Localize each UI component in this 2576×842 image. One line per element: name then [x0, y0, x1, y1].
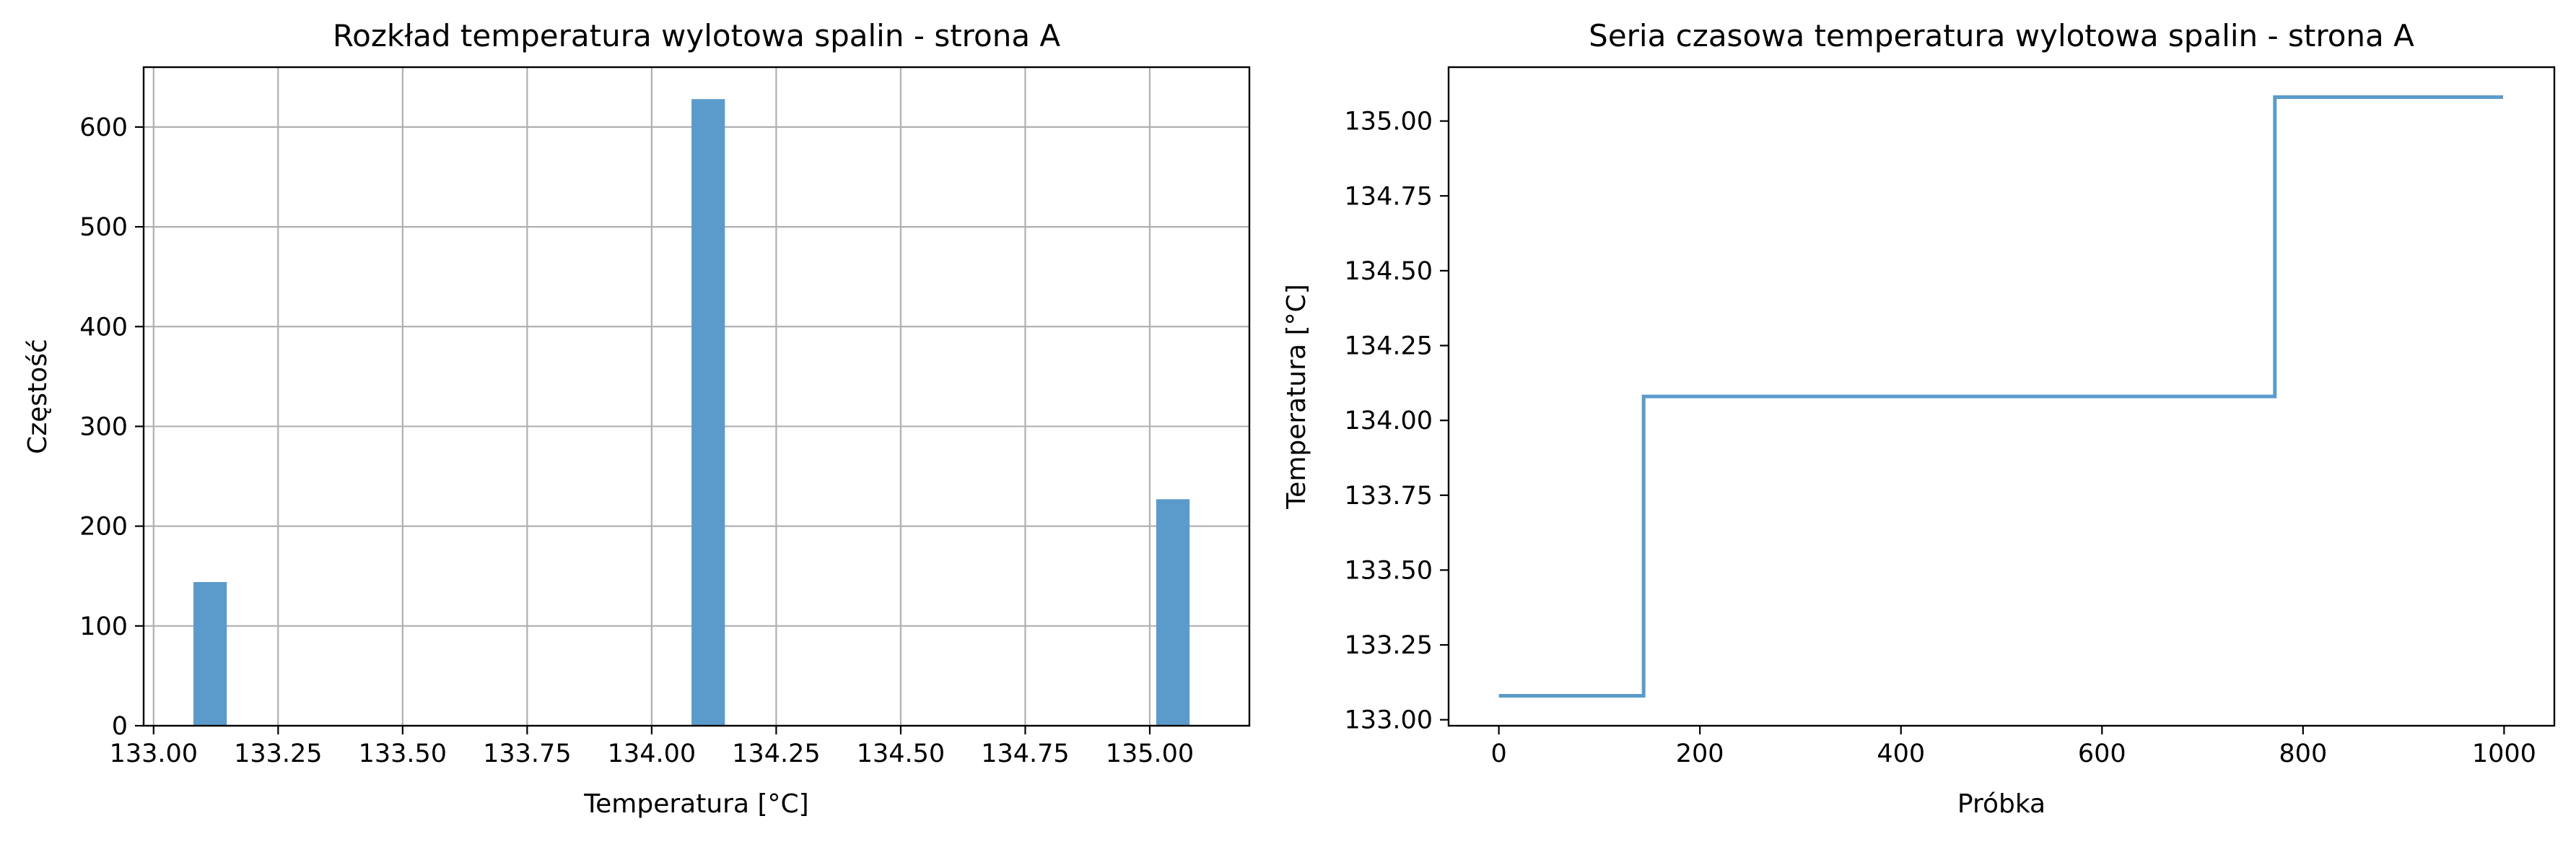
timeseries-line [1498, 95, 2503, 698]
histogram-bar [1156, 499, 1190, 726]
timeseries-y-tick-label: 134.25 [1345, 332, 1433, 361]
timeseries-x-label: Próbka [1957, 789, 2045, 819]
timeseries-line-group [1498, 95, 2503, 698]
histogram-y-tick-label: 400 [79, 313, 128, 342]
histogram-x-tick-label: 133.50 [359, 739, 447, 768]
histogram-bar [193, 582, 227, 726]
timeseries-x-tick-label: 400 [1877, 739, 1925, 768]
timeseries-y-tick-label: 134.50 [1345, 257, 1433, 286]
timeseries-x-tick-label: 800 [2279, 739, 2327, 768]
timeseries-y-tick-label: 135.00 [1345, 108, 1433, 136]
timeseries-y-tick-label: 134.00 [1345, 407, 1433, 435]
timeseries-y-ticks: 133.00 133.25 133.50 133.75 134.00 134.25 134.… [1345, 108, 1449, 735]
timeseries-title: Seria czasowa temperatura wylotowa spali… [1589, 18, 2414, 53]
histogram-bars [193, 99, 1190, 726]
histogram-x-tick-label: 135.00 [1106, 739, 1194, 768]
timeseries-y-tick-label: 133.50 [1345, 556, 1433, 585]
histogram-y-tick-label: 300 [79, 412, 128, 441]
histogram-x-tick-label: 133.25 [234, 739, 322, 768]
histogram-y-tick-label: 600 [79, 113, 128, 142]
histogram-y-ticks: 0 100 200 300 400 500 600 [79, 113, 144, 741]
histogram-x-tick-label: 133.75 [483, 739, 571, 768]
histogram-x-tick-label: 134.00 [608, 739, 696, 768]
timeseries-x-tick-label: 200 [1676, 739, 1724, 768]
timeseries-x-tick-label: 600 [2078, 739, 2126, 768]
histogram-y-tick-label: 100 [79, 612, 128, 641]
timeseries-chart: Seria czasowa temperatura wylotowa spali… [1282, 18, 2556, 819]
timeseries-y-label: Temperatura [°C] [1282, 284, 1311, 509]
histogram-y-label: Częstość [23, 339, 53, 454]
histogram-x-label: Temperatura [°C] [583, 789, 808, 819]
histogram-y-tick-label: 0 [112, 712, 128, 741]
histogram-y-tick-label: 200 [79, 513, 128, 542]
timeseries-y-tick-label: 133.25 [1345, 631, 1433, 660]
histogram-x-tick-label: 133.00 [110, 739, 198, 768]
histogram-y-tick-label: 500 [79, 213, 128, 242]
timeseries-y-tick-label: 133.00 [1345, 706, 1433, 735]
histogram-axes-frame [142, 66, 1251, 727]
timeseries-y-tick-label: 134.75 [1345, 182, 1433, 211]
histogram-x-ticks: 133.00 133.25 133.50 133.75 134.00 134.25 134.… [110, 726, 1194, 768]
histogram-x-tick-label: 134.25 [732, 739, 820, 768]
histogram-chart: Rozkład temperatura wylotowa spalin - st… [23, 18, 1251, 819]
timeseries-x-tick-label: 0 [1490, 739, 1506, 768]
histogram-x-tick-label: 134.50 [857, 739, 945, 768]
timeseries-x-tick-label: 1000 [2472, 739, 2536, 768]
timeseries-x-ticks: 0 200 400 600 800 1000 [1490, 726, 2536, 768]
histogram-title: Rozkład temperatura wylotowa spalin - st… [333, 18, 1061, 53]
timeseries-y-tick-label: 133.75 [1345, 482, 1433, 511]
timeseries-axes-frame [1447, 66, 2556, 727]
histogram-bar [691, 99, 725, 726]
histogram-x-tick-label: 134.75 [981, 739, 1069, 768]
